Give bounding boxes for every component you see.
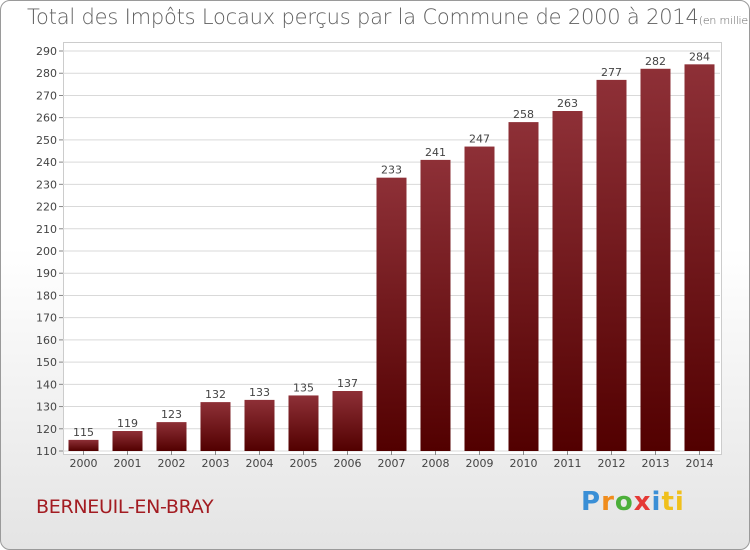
data-label-2011: 263 (557, 97, 578, 110)
y-tick-label: 200 (36, 245, 57, 258)
data-label-2009: 247 (469, 133, 490, 146)
bar-2011 (552, 111, 583, 451)
logo-letter: ti (661, 487, 685, 517)
x-axis-ticks: 2000 2001 2002 2003 2004 2005 2006 2007 2008 2009… (70, 451, 714, 470)
data-label-2014: 284 (689, 50, 710, 63)
y-tick-label: 270 (36, 89, 57, 102)
y-tick-label: 160 (36, 334, 57, 347)
y-tick-label: 230 (36, 178, 57, 191)
data-label-2000: 115 (73, 426, 94, 439)
x-tick-label: 2010 (510, 457, 538, 470)
bar-2007 (376, 177, 407, 451)
bar-2008 (420, 159, 451, 451)
y-tick-label: 260 (36, 112, 57, 125)
data-label-2010: 258 (513, 108, 534, 121)
y-tick-label: 110 (36, 445, 57, 458)
x-tick-label: 2000 (70, 457, 98, 470)
data-label-2004: 133 (249, 386, 270, 399)
y-tick-label: 280 (36, 67, 57, 80)
data-labels: 115 119 123 132 133 135 137 233 241 247 258 263 277 2… (73, 50, 710, 439)
logo-letter: r (601, 487, 615, 517)
y-tick-label: 220 (36, 201, 57, 214)
x-tick-label: 2007 (378, 457, 406, 470)
x-tick-label: 2006 (334, 457, 362, 470)
bar-2005 (288, 395, 319, 451)
bar-2000 (68, 439, 99, 451)
bars (68, 64, 715, 452)
y-axis-ticks: 110 120 130 140 150 160 170 180 190 200 210 220 230 2… (36, 45, 63, 458)
x-tick-label: 2005 (290, 457, 318, 470)
y-tick-label: 140 (36, 378, 57, 391)
logo-letter: i (651, 487, 662, 517)
data-label-2007: 233 (381, 164, 402, 177)
data-label-2008: 241 (425, 146, 446, 159)
y-tick-label: 170 (36, 312, 57, 325)
chart-unit: (en milliers d'€) (698, 14, 749, 27)
logo-letter: o (614, 487, 634, 517)
data-label-2013: 282 (645, 55, 666, 68)
bar-2010 (508, 122, 539, 451)
chart-title-text: Total des Impôts Locaux perçus par la Co… (27, 5, 699, 29)
bar-2009 (464, 146, 495, 452)
data-label-2005: 135 (293, 381, 314, 394)
x-tick-label: 2011 (554, 457, 582, 470)
y-tick-label: 150 (36, 356, 57, 369)
y-tick-label: 290 (36, 45, 57, 58)
x-tick-label: 2001 (114, 457, 142, 470)
bar-2014 (684, 64, 715, 452)
bar-2006 (332, 391, 363, 451)
y-tick-label: 120 (36, 423, 57, 436)
data-label-2001: 119 (117, 417, 138, 430)
x-tick-label: 2014 (686, 457, 714, 470)
x-tick-label: 2002 (158, 457, 186, 470)
data-label-2002: 123 (161, 408, 182, 421)
y-tick-label: 190 (36, 267, 57, 280)
data-label-2006: 137 (337, 377, 358, 390)
x-tick-label: 2003 (202, 457, 230, 470)
data-label-2012: 277 (601, 66, 622, 79)
y-tick-label: 240 (36, 156, 57, 169)
bar-2002 (156, 422, 187, 451)
bar-2013 (640, 68, 671, 452)
logo-letter: x (633, 487, 652, 517)
x-tick-label: 2012 (598, 457, 626, 470)
y-tick-label: 130 (36, 401, 57, 414)
commune-name: BERNEUIL-EN-BRAY (36, 496, 214, 518)
bar-2004 (244, 399, 275, 451)
y-tick-label: 250 (36, 134, 57, 147)
logo-letter: P (581, 487, 602, 517)
bar-2012 (596, 79, 627, 451)
y-tick-label: 210 (36, 223, 57, 236)
data-label-2003: 132 (205, 388, 226, 401)
bar-2001 (112, 431, 143, 451)
proxiti-logo: Proxiti (581, 487, 685, 517)
x-tick-label: 2004 (246, 457, 274, 470)
x-tick-label: 2008 (422, 457, 450, 470)
chart-title: Total des Impôts Locaux perçus par la Co… (27, 5, 749, 29)
bar-2003 (200, 402, 231, 451)
x-tick-label: 2013 (642, 457, 670, 470)
x-tick-label: 2009 (466, 457, 494, 470)
y-tick-label: 180 (36, 289, 57, 302)
